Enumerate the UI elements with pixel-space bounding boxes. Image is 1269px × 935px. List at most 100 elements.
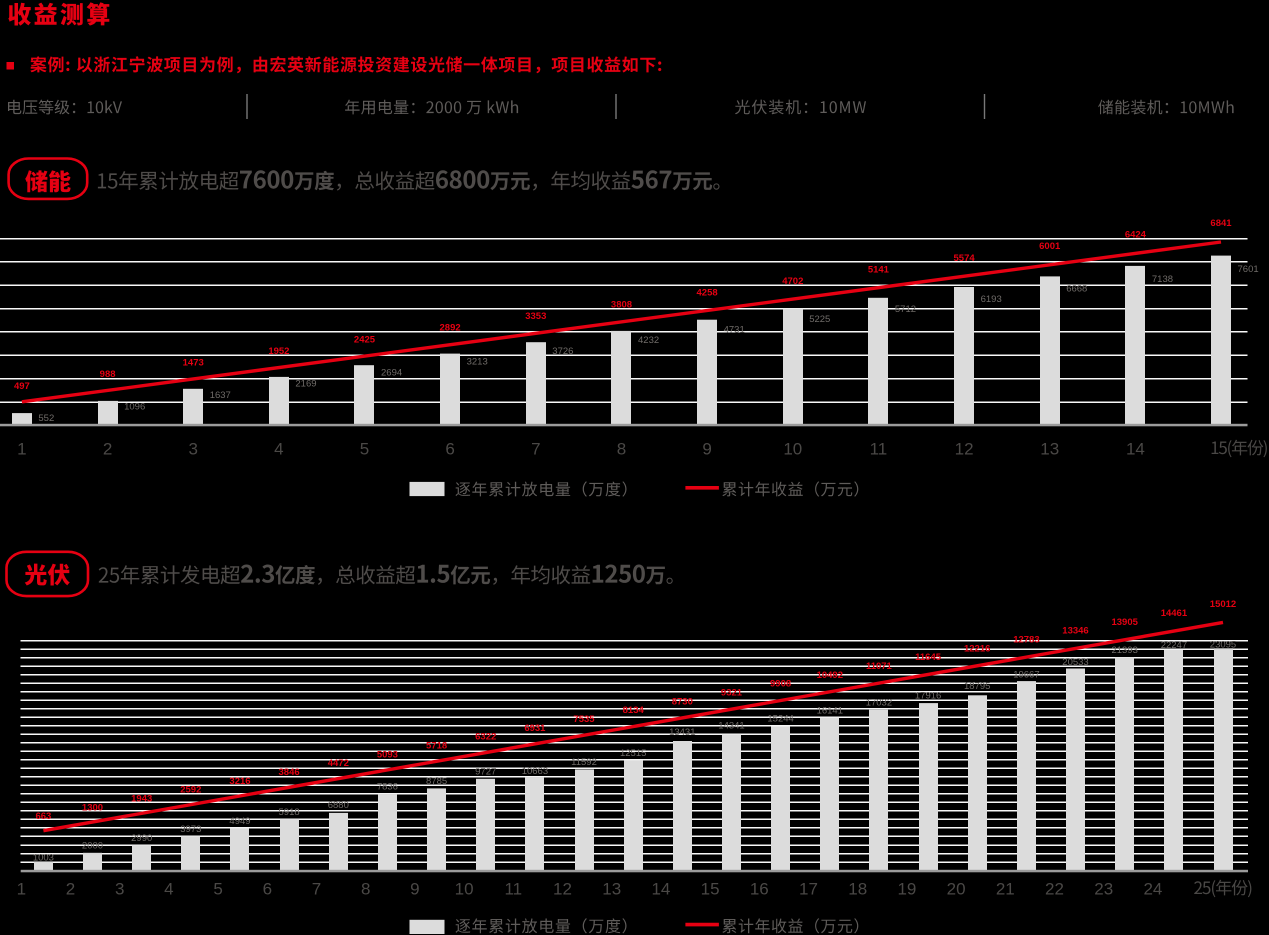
svg-text:552: 552 bbox=[38, 413, 54, 424]
svg-text:497: 497 bbox=[14, 381, 30, 392]
svg-text:3: 3 bbox=[188, 440, 197, 459]
svg-text:16141: 16141 bbox=[817, 705, 843, 716]
svg-text:2892: 2892 bbox=[440, 323, 461, 334]
svg-text:15: 15 bbox=[701, 880, 720, 899]
svg-text:12216: 12216 bbox=[964, 643, 990, 654]
svg-text:2000: 2000 bbox=[82, 840, 103, 851]
svg-text:17916: 17916 bbox=[915, 691, 941, 702]
svg-text:12515: 12515 bbox=[620, 748, 646, 759]
svg-text:9908: 9908 bbox=[770, 679, 791, 690]
svg-text:4731: 4731 bbox=[724, 325, 745, 336]
svg-text:3726: 3726 bbox=[552, 346, 573, 357]
svg-text:3973: 3973 bbox=[180, 824, 201, 835]
svg-text:11071: 11071 bbox=[866, 661, 893, 672]
svg-text:21: 21 bbox=[996, 880, 1015, 899]
svg-text:13905: 13905 bbox=[1111, 617, 1138, 628]
svg-text:16: 16 bbox=[750, 880, 769, 899]
svg-text:13: 13 bbox=[1040, 440, 1059, 459]
svg-text:22247: 22247 bbox=[1161, 640, 1187, 651]
svg-text:3808: 3808 bbox=[611, 299, 632, 310]
svg-text:4472: 4472 bbox=[328, 758, 349, 769]
svg-text:18: 18 bbox=[848, 880, 867, 899]
svg-text:3216: 3216 bbox=[229, 776, 250, 787]
svg-text:14: 14 bbox=[1126, 440, 1145, 459]
svg-text:3213: 3213 bbox=[467, 357, 488, 368]
svg-text:17032: 17032 bbox=[866, 697, 892, 708]
svg-text:20533: 20533 bbox=[1062, 657, 1088, 668]
svg-text:11592: 11592 bbox=[571, 757, 597, 768]
svg-text:6668: 6668 bbox=[1066, 284, 1087, 295]
svg-text:5574: 5574 bbox=[954, 253, 976, 264]
svg-text:8: 8 bbox=[617, 440, 626, 459]
svg-text:4: 4 bbox=[164, 880, 173, 899]
svg-text:1473: 1473 bbox=[183, 358, 204, 369]
svg-text:2: 2 bbox=[103, 440, 112, 459]
svg-text:9: 9 bbox=[410, 880, 419, 899]
svg-text:7836: 7836 bbox=[377, 781, 398, 792]
svg-text:14461: 14461 bbox=[1161, 608, 1188, 619]
svg-text:4232: 4232 bbox=[638, 335, 659, 346]
svg-text:8785: 8785 bbox=[426, 776, 447, 787]
svg-text:4: 4 bbox=[274, 440, 283, 459]
svg-text:10: 10 bbox=[783, 440, 802, 459]
svg-text:5712: 5712 bbox=[895, 304, 916, 315]
svg-text:19: 19 bbox=[897, 880, 916, 899]
svg-text:6931: 6931 bbox=[524, 723, 546, 734]
svg-text:12: 12 bbox=[955, 440, 974, 459]
svg-text:8134: 8134 bbox=[623, 705, 645, 716]
svg-text:1637: 1637 bbox=[210, 390, 231, 401]
svg-text:10663: 10663 bbox=[522, 766, 548, 777]
svg-text:7138: 7138 bbox=[1152, 274, 1173, 285]
svg-text:5918: 5918 bbox=[279, 807, 300, 818]
svg-text:7: 7 bbox=[531, 440, 540, 459]
svg-text:8730: 8730 bbox=[672, 696, 693, 707]
svg-text:6322: 6322 bbox=[475, 732, 496, 743]
svg-text:1300: 1300 bbox=[82, 802, 103, 813]
svg-text:6193: 6193 bbox=[981, 294, 1002, 305]
svg-text:663: 663 bbox=[35, 811, 51, 822]
svg-text:6: 6 bbox=[263, 880, 272, 899]
svg-text:7: 7 bbox=[312, 880, 321, 899]
svg-text:2425: 2425 bbox=[354, 334, 376, 345]
svg-text:21393: 21393 bbox=[1111, 645, 1137, 656]
svg-text:4949: 4949 bbox=[229, 816, 250, 827]
svg-text:5: 5 bbox=[360, 440, 369, 459]
svg-text:9: 9 bbox=[702, 440, 711, 459]
svg-text:4702: 4702 bbox=[782, 276, 803, 287]
svg-text:1: 1 bbox=[17, 880, 26, 899]
svg-text:2694: 2694 bbox=[381, 368, 402, 379]
svg-text:10: 10 bbox=[455, 880, 474, 899]
svg-text:4258: 4258 bbox=[697, 288, 718, 299]
svg-text:11645: 11645 bbox=[915, 652, 942, 663]
svg-text:6: 6 bbox=[445, 440, 454, 459]
svg-text:23095: 23095 bbox=[1210, 639, 1236, 650]
svg-text:15244: 15244 bbox=[767, 713, 793, 724]
svg-text:17: 17 bbox=[799, 880, 818, 899]
svg-text:6880: 6880 bbox=[328, 800, 349, 811]
svg-text:20: 20 bbox=[947, 880, 966, 899]
svg-text:1003: 1003 bbox=[33, 853, 54, 864]
svg-text:5718: 5718 bbox=[426, 741, 447, 752]
svg-text:5: 5 bbox=[213, 880, 222, 899]
svg-text:2: 2 bbox=[66, 880, 75, 899]
svg-text:5141: 5141 bbox=[868, 265, 890, 276]
svg-text:1952: 1952 bbox=[268, 346, 289, 357]
svg-text:14: 14 bbox=[651, 880, 670, 899]
svg-text:12783: 12783 bbox=[1013, 635, 1039, 646]
svg-text:7535: 7535 bbox=[573, 714, 595, 725]
svg-text:22: 22 bbox=[1045, 880, 1064, 899]
svg-text:23: 23 bbox=[1094, 880, 1113, 899]
svg-text:2990: 2990 bbox=[131, 833, 152, 844]
svg-text:8: 8 bbox=[361, 880, 370, 899]
svg-text:11: 11 bbox=[870, 440, 888, 459]
svg-text:5225: 5225 bbox=[809, 314, 830, 325]
svg-text:6424: 6424 bbox=[1125, 230, 1147, 241]
svg-text:13346: 13346 bbox=[1062, 626, 1088, 637]
svg-text:1: 1 bbox=[17, 440, 26, 459]
svg-text:9321: 9321 bbox=[721, 688, 743, 699]
svg-text:6841: 6841 bbox=[1210, 218, 1232, 229]
svg-text:11: 11 bbox=[504, 880, 522, 899]
svg-text:6001: 6001 bbox=[1039, 241, 1061, 252]
svg-text:3: 3 bbox=[115, 880, 124, 899]
svg-text:24: 24 bbox=[1143, 880, 1162, 899]
